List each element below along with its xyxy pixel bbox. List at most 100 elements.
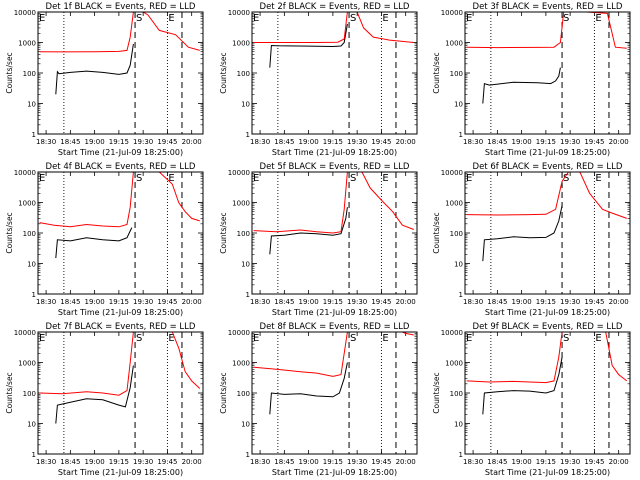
x-axis-label: Start Time (21-Jul-09 18:25:00) — [485, 468, 610, 477]
event-marker-label: E — [466, 333, 472, 344]
series-red-line — [39, 332, 201, 396]
y-tick-label: 10 — [241, 101, 250, 109]
y-tick-label: 1000 — [232, 40, 250, 48]
plot-frame — [464, 171, 631, 295]
y-tick-label: 100 — [450, 70, 463, 78]
y-tick-label: 100 — [23, 230, 36, 238]
y-axis-label: Counts/sec — [5, 212, 14, 253]
event-marker-label: E — [382, 13, 388, 24]
plot-frame — [464, 11, 631, 135]
y-tick-label: 10 — [27, 421, 36, 429]
event-marker-label: E — [382, 173, 388, 184]
event-marker-label: E — [253, 333, 259, 344]
y-tick-label: 10 — [454, 101, 463, 109]
y-tick-label: 1000 — [232, 200, 250, 208]
y-tick-label: 10000 — [228, 169, 250, 177]
event-marker-label: S — [136, 333, 142, 344]
event-marker-label: E — [39, 173, 45, 184]
y-tick-label: 100 — [237, 230, 250, 238]
y-tick-label: 10 — [454, 261, 463, 269]
series-black-line — [269, 362, 348, 415]
x-tick-label: 19:15 — [536, 458, 556, 466]
series-red-line — [253, 12, 414, 43]
x-tick-label: 18:30 — [36, 298, 56, 306]
plot-frame — [37, 331, 204, 455]
event-marker-label: E — [466, 13, 472, 24]
x-tick-label: 19:45 — [371, 138, 391, 146]
event-marker-label: E — [253, 13, 259, 24]
x-tick-label: 19:30 — [560, 138, 580, 146]
plot-frame — [251, 11, 418, 135]
y-tick-label: 10 — [27, 261, 36, 269]
x-tick-label: 18:30 — [250, 298, 270, 306]
x-tick-label: 19:00 — [299, 458, 319, 466]
panel-title: Det 9f BLACK = Events, RED = LLD — [473, 322, 623, 332]
x-tick-label: 19:45 — [584, 298, 604, 306]
x-tick-label: 19:30 — [347, 138, 367, 146]
panel-title: Det 3f BLACK = Events, RED = LLD — [473, 2, 623, 12]
x-tick-label: 19:30 — [133, 138, 153, 146]
x-tick-label: 19:00 — [512, 458, 532, 466]
x-tick-label: 19:30 — [133, 458, 153, 466]
event-marker-label: E — [39, 13, 45, 24]
x-tick-label: 18:45 — [60, 458, 80, 466]
y-tick-label: 100 — [237, 390, 250, 398]
panel-title: Det 7f BLACK = Events, RED = LLD — [46, 322, 196, 332]
y-axis-label: Counts/sec — [219, 212, 228, 253]
event-marker-label: S — [350, 333, 356, 344]
y-tick-label: 10 — [241, 261, 250, 269]
panel-det-2: Det 2f BLACK = Events, RED = LLD Start Ti… — [219, 2, 418, 157]
event-marker-label: S — [136, 13, 142, 24]
x-axis-label: Start Time (21-Jul-09 18:25:00) — [485, 148, 610, 157]
series-red-line — [466, 172, 627, 219]
x-axis-label: Start Time (21-Jul-09 18:25:00) — [272, 468, 397, 477]
y-tick-label: 10 — [241, 421, 250, 429]
series-black-line — [55, 365, 134, 424]
x-axis-label: Start Time (21-Jul-09 18:25:00) — [272, 308, 397, 317]
event-marker-label: E — [168, 173, 174, 184]
x-tick-label: 19:15 — [536, 298, 556, 306]
x-tick-label: 19:00 — [512, 138, 532, 146]
panel-title: Det 2f BLACK = Events, RED = LLD — [260, 2, 410, 12]
panel-title: Det 1f BLACK = Events, RED = LLD — [46, 2, 196, 12]
y-axis-label: Counts/sec — [432, 372, 441, 413]
x-tick-label: 19:00 — [85, 138, 105, 146]
x-tick-label: 19:45 — [157, 298, 177, 306]
x-tick-label: 19:00 — [299, 138, 319, 146]
x-tick-label: 18:45 — [487, 298, 507, 306]
y-tick-label: 100 — [450, 390, 463, 398]
series-red-line — [466, 332, 628, 384]
x-tick-label: 18:45 — [274, 458, 294, 466]
series-black-line — [55, 227, 133, 259]
y-tick-label: 100 — [23, 390, 36, 398]
x-tick-label: 19:45 — [584, 138, 604, 146]
x-tick-label: 19:00 — [512, 298, 532, 306]
x-tick-label: 20:00 — [396, 138, 416, 146]
y-axis-label: Counts/sec — [432, 212, 441, 253]
plot-frame — [37, 171, 204, 295]
panel-det-4: Det 4f BLACK = Events, RED = LLD Start Ti… — [5, 162, 204, 317]
y-tick-label: 1 — [246, 451, 250, 459]
x-tick-label: 18:45 — [274, 298, 294, 306]
panel-det-7: Det 7f BLACK = Events, RED = LLD Start Ti… — [5, 322, 204, 477]
panel-det-9: Det 9f BLACK = Events, RED = LLD Start Ti… — [432, 322, 631, 477]
series-black-line — [55, 43, 134, 95]
x-tick-label: 20:00 — [182, 458, 202, 466]
x-tick-label: 20:00 — [396, 458, 416, 466]
series-black-line — [269, 24, 348, 68]
x-tick-label: 18:30 — [36, 458, 56, 466]
x-tick-label: 19:30 — [133, 298, 153, 306]
x-tick-label: 19:00 — [299, 298, 319, 306]
x-tick-label: 18:30 — [250, 458, 270, 466]
x-axis-label: Start Time (21-Jul-09 18:25:00) — [58, 308, 183, 317]
panel-title: Det 4f BLACK = Events, RED = LLD — [46, 162, 196, 172]
panel-det-8: Det 8f BLACK = Events, RED = LLD Start Ti… — [219, 322, 418, 477]
y-axis-label: Counts/sec — [219, 372, 228, 413]
x-tick-label: 18:30 — [250, 138, 270, 146]
y-tick-label: 10000 — [14, 9, 36, 17]
series-black-line — [482, 67, 561, 104]
x-tick-label: 19:00 — [85, 458, 105, 466]
x-tick-label: 19:15 — [323, 138, 343, 146]
panel-title: Det 8f BLACK = Events, RED = LLD — [260, 322, 410, 332]
